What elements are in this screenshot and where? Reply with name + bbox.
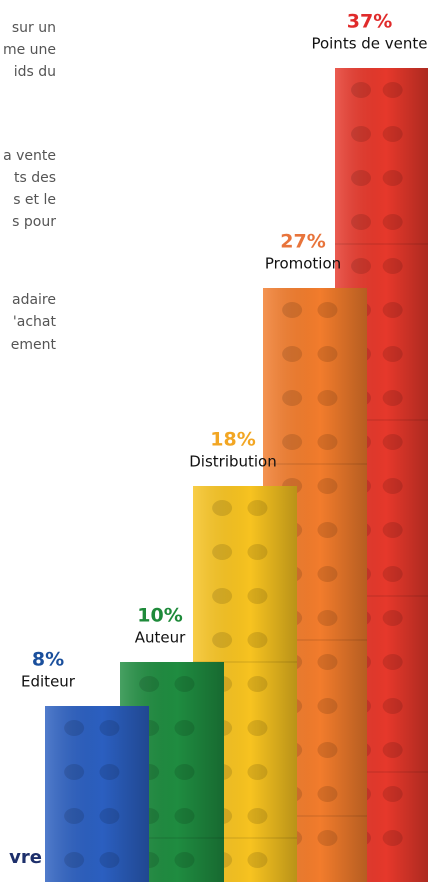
stud	[174, 764, 194, 780]
stud	[383, 654, 403, 670]
stud	[383, 610, 403, 626]
stud	[317, 522, 337, 538]
side-text: a vente	[3, 148, 56, 164]
category-label: Points de vente	[311, 35, 427, 53]
stud	[212, 588, 232, 604]
stud	[64, 720, 84, 736]
stud	[383, 478, 403, 494]
stud	[351, 258, 371, 274]
stud	[247, 500, 267, 516]
value-label: 8%	[32, 649, 64, 671]
stud	[317, 302, 337, 318]
stud	[383, 566, 403, 582]
category-label: Promotion	[265, 255, 341, 273]
category-label: Auteur	[135, 629, 186, 647]
stud	[383, 830, 403, 846]
stud	[317, 390, 337, 406]
stud	[383, 126, 403, 142]
stud	[317, 346, 337, 362]
stud	[317, 434, 337, 450]
stud	[247, 632, 267, 648]
stud	[351, 170, 371, 186]
stud	[317, 654, 337, 670]
value-label: 18%	[210, 429, 255, 451]
side-text: vre	[9, 847, 42, 868]
stud	[247, 676, 267, 692]
stud	[282, 346, 302, 362]
stud	[247, 544, 267, 560]
stud	[174, 852, 194, 868]
stud	[99, 852, 119, 868]
side-text: s pour	[12, 214, 56, 230]
stud	[383, 434, 403, 450]
stud	[174, 720, 194, 736]
stud	[317, 566, 337, 582]
side-text: ement	[11, 337, 57, 353]
stud	[317, 742, 337, 758]
stud	[383, 258, 403, 274]
stud	[317, 830, 337, 846]
stud	[383, 522, 403, 538]
stud	[383, 786, 403, 802]
value-label: 10%	[137, 605, 182, 627]
stud	[282, 302, 302, 318]
stud	[383, 346, 403, 362]
stud	[247, 588, 267, 604]
stud	[212, 544, 232, 560]
stud	[383, 742, 403, 758]
bar-shade	[45, 706, 149, 882]
stud	[99, 720, 119, 736]
chart: 37% Points de vente 27% Promotion 18% Distrib…	[0, 0, 428, 882]
stud	[282, 390, 302, 406]
stud	[383, 698, 403, 714]
stud	[282, 434, 302, 450]
stud	[174, 808, 194, 824]
stud	[212, 632, 232, 648]
stud	[139, 676, 159, 692]
stud	[99, 764, 119, 780]
value-label: 37%	[347, 11, 392, 33]
stud	[317, 698, 337, 714]
stud	[247, 808, 267, 824]
stud	[383, 302, 403, 318]
side-text: 'achat	[13, 314, 57, 330]
side-text: s et le	[13, 192, 56, 208]
stud	[247, 720, 267, 736]
stud	[351, 82, 371, 98]
side-text: me une	[3, 42, 56, 58]
stud	[317, 786, 337, 802]
page: 37% Points de vente 27% Promotion 18% Distrib…	[0, 0, 428, 882]
stud	[99, 808, 119, 824]
category-label: Editeur	[21, 673, 76, 691]
stud	[64, 764, 84, 780]
stud	[383, 82, 403, 98]
stud	[383, 390, 403, 406]
stud	[351, 214, 371, 230]
stud	[212, 500, 232, 516]
stud	[317, 478, 337, 494]
stud	[174, 676, 194, 692]
value-label: 27%	[280, 231, 325, 253]
side-text: ids du	[14, 64, 56, 80]
stud	[317, 610, 337, 626]
tower	[45, 706, 149, 882]
category-label: Distribution	[189, 453, 277, 471]
stud	[64, 808, 84, 824]
stud	[64, 852, 84, 868]
side-text: ts des	[14, 170, 56, 186]
stud	[383, 214, 403, 230]
side-text: sur un	[12, 20, 56, 36]
stud	[351, 126, 371, 142]
stud	[247, 852, 267, 868]
stud	[383, 170, 403, 186]
stud	[247, 764, 267, 780]
side-text: adaire	[12, 292, 56, 308]
